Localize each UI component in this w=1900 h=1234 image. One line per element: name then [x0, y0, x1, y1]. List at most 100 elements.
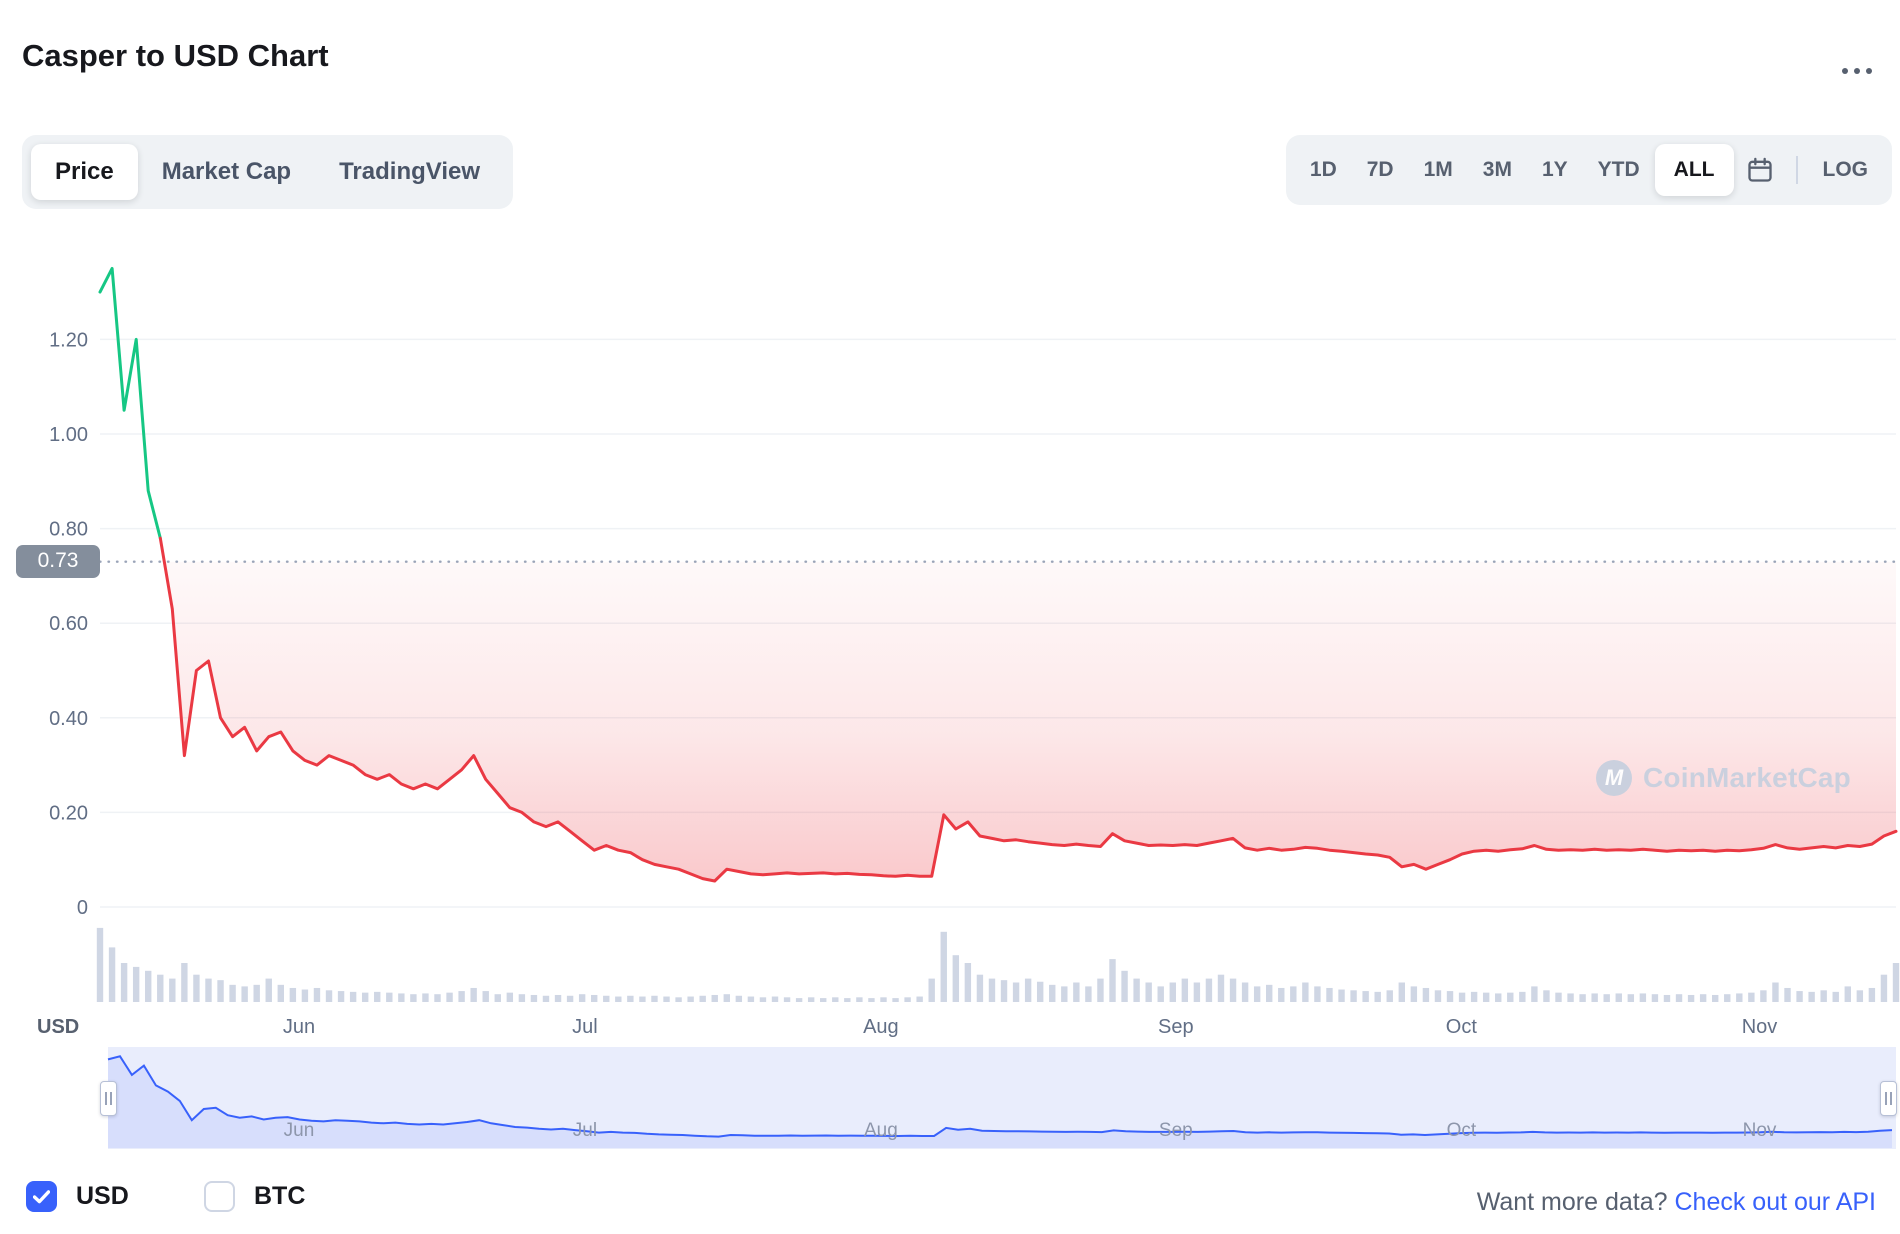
volume-bar: [361, 992, 369, 1002]
btc-label: BTC: [254, 1182, 306, 1210]
volume-bar: [639, 996, 646, 1002]
volume-bar: [96, 927, 104, 1002]
log-scale-button[interactable]: LOG: [1808, 144, 1884, 196]
range-1d[interactable]: 1D: [1295, 144, 1352, 196]
volume-bar: [1024, 978, 1032, 1002]
volume-bar: [169, 978, 176, 1002]
price-line: [98, 266, 1898, 883]
volume-bar: [952, 955, 960, 1002]
volume-bar: [1543, 990, 1550, 1002]
volume-bar: [1772, 982, 1779, 1002]
volume-bar: [1531, 986, 1538, 1002]
navigator-handle-right[interactable]: [1880, 1081, 1897, 1116]
price-chart-canvas: 1.20 1.00 0.80 0.60 0.40 0.20 0 USD Jun Jul Aug Se…: [37, 266, 1900, 1149]
volume-bar: [1736, 993, 1743, 1002]
volume-bar: [1338, 989, 1345, 1002]
volume-bar: [771, 996, 779, 1002]
volume-bar: [1036, 981, 1044, 1002]
x-axis-unit-label: USD: [37, 1016, 79, 1038]
range-all[interactable]: ALL: [1654, 144, 1734, 196]
volume-bar: [1832, 991, 1839, 1002]
ellipsis-icon: [1854, 68, 1860, 74]
range-3m[interactable]: 3M: [1468, 144, 1527, 196]
calendar-icon: [1747, 157, 1772, 182]
volume-bar: [1639, 993, 1647, 1002]
navigator-area-fill: [108, 1056, 1892, 1148]
volume-bar: [675, 997, 682, 1002]
volume-bar: [1193, 982, 1201, 1002]
volume-bar: [1675, 994, 1683, 1002]
y-axis-tick-label: 0.40: [49, 708, 88, 730]
volume-bar: [1314, 986, 1321, 1002]
x-axis-month-label: Aug: [863, 1016, 899, 1038]
volume-bar: [277, 984, 285, 1002]
volume-bar: [1241, 982, 1249, 1002]
volume-bar: [265, 978, 272, 1002]
y-axis-tick-label: 0.80: [49, 519, 88, 541]
volume-bar: [578, 994, 586, 1002]
price-chart-plot[interactable]: [100, 255, 1896, 1003]
navigator-month-label: Oct: [1447, 1120, 1477, 1141]
tab-price[interactable]: Price: [31, 144, 138, 200]
navigator-month-label: Jun: [284, 1120, 315, 1141]
usd-checkbox[interactable]: [26, 1181, 57, 1212]
volume-bars: [96, 927, 1900, 1002]
chart-type-tab-group: Price Market Cap TradingView: [22, 135, 514, 209]
volume-bar: [181, 963, 188, 1002]
volume-bar: [554, 994, 562, 1002]
volume-bar: [1012, 982, 1020, 1002]
navigator-month-label: Jul: [573, 1120, 597, 1141]
volume-bar: [1627, 994, 1635, 1002]
volume-bar: [988, 978, 996, 1002]
volume-bar: [301, 989, 309, 1002]
volume-bar: [1446, 991, 1454, 1002]
btc-checkbox[interactable]: [204, 1181, 235, 1212]
volume-bar: [482, 991, 489, 1002]
volume-bar: [398, 993, 405, 1002]
volume-bar: [506, 992, 514, 1002]
ellipsis-icon: [1842, 68, 1848, 74]
tab-tradingview[interactable]: TradingView: [315, 144, 504, 200]
volume-bar: [566, 995, 574, 1002]
range-1y[interactable]: 1Y: [1527, 144, 1583, 196]
tab-market-cap[interactable]: Market Cap: [138, 144, 315, 200]
volume-bar: [1205, 978, 1213, 1002]
volume-bar: [1663, 994, 1671, 1002]
calendar-button[interactable]: [1734, 148, 1786, 192]
volume-bar: [132, 966, 140, 1002]
usd-legend-toggle[interactable]: USD: [26, 1181, 129, 1212]
volume-bar: [1229, 978, 1237, 1002]
volume-bar: [1711, 994, 1719, 1002]
more-options-button[interactable]: [1836, 62, 1878, 80]
volume-bar: [349, 991, 357, 1002]
navigator-chart[interactable]: Jun Jul Aug Sep Oct Nov: [107, 1055, 1893, 1148]
volume-bar: [1868, 987, 1876, 1002]
page-title: Casper to USD Chart: [22, 38, 329, 73]
volume-bar: [1651, 994, 1659, 1002]
volume-bar: [940, 931, 947, 1002]
navigator-handle-left[interactable]: [100, 1081, 117, 1116]
volume-bar: [1615, 993, 1622, 1002]
volume-bar: [422, 993, 429, 1002]
volume-bar: [1290, 986, 1297, 1002]
volume-bar: [157, 974, 164, 1002]
navigator-month-label: Nov: [1743, 1120, 1777, 1141]
range-7d[interactable]: 7D: [1352, 144, 1409, 196]
volume-bar: [1362, 991, 1369, 1002]
volume-bar: [205, 978, 212, 1002]
volume-bar: [1844, 986, 1851, 1002]
volume-bar: [1567, 993, 1574, 1002]
range-ytd[interactable]: YTD: [1583, 144, 1655, 196]
volume-bar: [1724, 994, 1731, 1002]
volume-bar: [1145, 982, 1152, 1002]
volume-bar: [1458, 992, 1466, 1002]
volume-bar: [1880, 974, 1888, 1002]
volume-bar: [1784, 987, 1791, 1002]
volume-bar: [374, 991, 381, 1002]
volume-bar: [591, 994, 598, 1002]
volume-bar: [1519, 991, 1526, 1002]
volume-bar: [976, 974, 984, 1002]
btc-legend-toggle[interactable]: BTC: [204, 1181, 305, 1212]
range-1m[interactable]: 1M: [1409, 144, 1468, 196]
api-link[interactable]: Check out our API: [1674, 1188, 1876, 1216]
